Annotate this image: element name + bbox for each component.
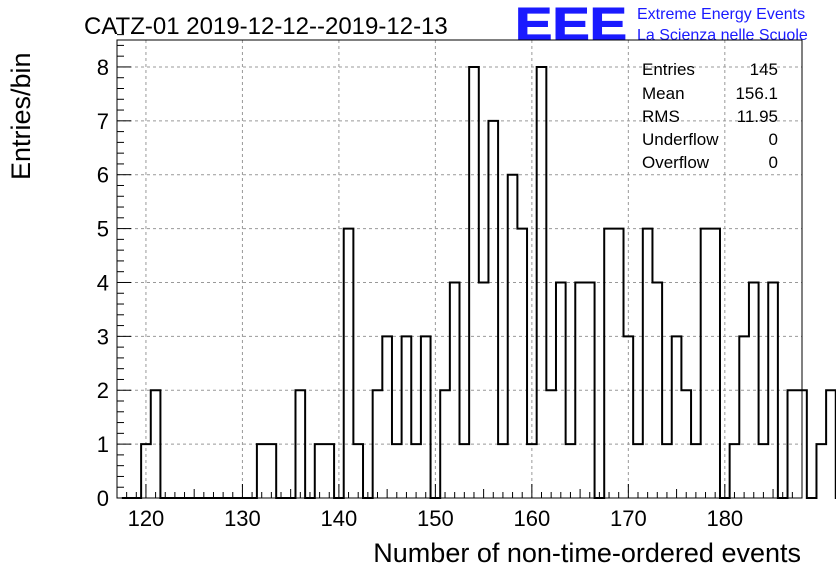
histogram-bin [324, 444, 334, 498]
logo-line1: Extreme Energy Events [637, 6, 805, 23]
histogram-bin [633, 444, 643, 498]
histogram-bin [498, 444, 508, 498]
histogram-bin [672, 336, 682, 498]
histogram-bin [488, 121, 498, 498]
stats-entries-label: Entries [642, 60, 695, 79]
histogram-bin [267, 444, 277, 498]
logo-mark: EEE [515, 0, 627, 50]
histogram-bin [710, 229, 720, 498]
x-tick-label: 150 [417, 506, 454, 531]
stats-overflow-label: Overflow [642, 153, 710, 172]
histogram-bin [826, 390, 836, 498]
histogram-bin [517, 229, 527, 498]
y-tick-label: 2 [97, 378, 109, 403]
histogram-bin [691, 444, 701, 498]
histogram-bin [730, 444, 740, 498]
plot-frame [116, 39, 803, 499]
histogram-bin [604, 229, 614, 498]
stats-overflow-value: 0 [769, 153, 778, 172]
histogram-bin [759, 444, 769, 498]
histogram-bin [643, 229, 653, 498]
stats-mean-value: 156.1 [735, 84, 778, 103]
histogram-bin [739, 336, 749, 498]
y-tick-label: 8 [97, 55, 109, 80]
histogram-bin [344, 229, 354, 498]
stats-underflow-value: 0 [769, 130, 778, 149]
histogram-bin [460, 444, 470, 498]
y-tick-label: 1 [97, 432, 109, 457]
histogram-bin [382, 336, 392, 498]
histogram-bin [411, 444, 421, 498]
y-tick-label: 0 [97, 486, 109, 511]
histogram-bin [392, 444, 402, 498]
stats-mean-label: Mean [642, 84, 685, 103]
histogram-bin [421, 336, 431, 498]
stats-entries-value: 145 [750, 60, 778, 79]
histogram-bin [816, 444, 826, 498]
histogram-layer [121, 65, 836, 499]
x-axis-title: Number of non-time-ordered events [373, 538, 801, 568]
histogram-bin [257, 444, 267, 498]
y-tick-label: 4 [97, 270, 109, 295]
stats-rms-value: 11.95 [737, 107, 778, 126]
chart-title: CATZ-01 2019-12-12--2019-12-13 [84, 13, 448, 40]
x-tick-label: 120 [128, 506, 165, 531]
histogram-bin [353, 444, 363, 498]
y-tick-label: 3 [97, 324, 109, 349]
histogram-bin [701, 229, 711, 498]
y-tick-label: 7 [97, 109, 109, 134]
tick-layer: 120 130 140 150 160 170 180 0 1 2 3 4 5 6 7 8 [97, 34, 803, 531]
y-axis-title: Entries/bin [6, 52, 36, 180]
histogram-bin [566, 444, 576, 498]
x-tick-label: 160 [513, 506, 550, 531]
eee-logo: EEE Extreme Energy Events La Scienza nel… [515, 0, 808, 51]
histogram-outline [121, 65, 836, 499]
x-tick-label: 130 [224, 506, 261, 531]
stats-rms-label: RMS [642, 107, 680, 126]
y-tick-label: 5 [97, 217, 109, 242]
histogram-bin [402, 336, 412, 498]
stats-underflow-label: Underflow [642, 130, 719, 149]
histogram-bin [315, 444, 325, 498]
x-tick-label: 180 [706, 506, 743, 531]
x-tick-label: 140 [321, 506, 358, 531]
histogram-bin [662, 444, 672, 498]
stats-box: Entries 145 Mean 156.1 RMS 11.95 Underfl… [642, 60, 778, 172]
logo-line2: La Scienza nelle Scuole [637, 27, 808, 44]
x-tick-label: 170 [610, 506, 647, 531]
histogram-bin [614, 229, 624, 498]
y-tick-label: 6 [97, 163, 109, 188]
